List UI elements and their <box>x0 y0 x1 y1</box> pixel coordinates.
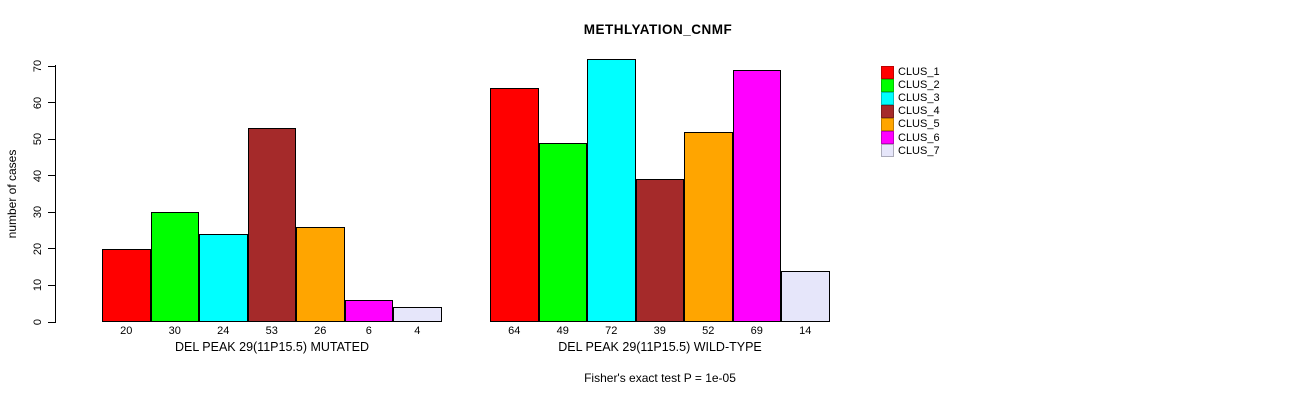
legend-label: CLUS_2 <box>898 79 940 92</box>
bar-value-label: 30 <box>168 325 181 337</box>
bar-value-label: 14 <box>799 325 812 337</box>
y-tick-label: 40 <box>32 169 44 182</box>
bar-clus_3 <box>199 234 248 322</box>
y-axis-line <box>55 65 56 323</box>
bar-clus_2 <box>150 212 199 322</box>
y-tick-mark <box>48 321 55 323</box>
chart-title: METHLYATION_CNMF <box>583 22 733 37</box>
y-tick-mark <box>48 284 55 286</box>
bar-value-label: 26 <box>314 325 327 337</box>
bar-value-label: 72 <box>605 325 618 337</box>
legend-swatch <box>881 78 894 92</box>
bar-value-label: 6 <box>365 325 372 337</box>
bar-value-label: 69 <box>750 325 763 337</box>
bar-clus_1 <box>102 248 151 322</box>
x-axis-label-wild-type: DEL PEAK 29(11P15.5) WILD-TYPE <box>558 340 762 354</box>
y-tick-label: 70 <box>32 59 44 73</box>
y-tick-label: 60 <box>32 96 44 109</box>
legend-swatch <box>881 144 894 158</box>
bar-clus_3 <box>587 58 636 322</box>
y-tick-mark <box>48 248 55 250</box>
legend-swatch <box>881 117 894 131</box>
bar-clus_7 <box>781 270 830 322</box>
bar-clus_1 <box>490 87 539 322</box>
y-tick-mark <box>48 175 55 177</box>
bar-clus_7 <box>393 307 442 322</box>
legend-label: CLUS_1 <box>898 66 940 78</box>
y-tick-label: 0 <box>32 318 44 326</box>
bar-value-label: 52 <box>702 325 715 337</box>
bar-value-label: 24 <box>217 325 230 337</box>
y-tick-label: 10 <box>32 279 44 292</box>
y-tick-mark <box>48 211 55 213</box>
y-tick-label: 30 <box>32 206 44 219</box>
bar-value-label: 4 <box>414 325 421 337</box>
y-tick-mark <box>48 65 55 67</box>
bar-clus_4 <box>635 179 684 322</box>
legend-label: CLUS_5 <box>898 118 940 131</box>
bar-clus_5 <box>684 131 733 322</box>
bar-clus_5 <box>296 226 345 322</box>
y-tick-label: 50 <box>32 133 44 146</box>
bar-clus_2 <box>538 142 587 322</box>
bar-clus_6 <box>344 300 393 322</box>
x-axis-label-mutated: DEL PEAK 29(11P15.5) MUTATED <box>174 340 370 354</box>
legend-label: CLUS_4 <box>898 105 940 118</box>
legend-swatch <box>881 65 894 79</box>
bar-value-label: 49 <box>556 325 569 337</box>
bar-value-label: 53 <box>265 325 278 337</box>
bar-value-label: 20 <box>120 325 133 337</box>
legend-label: CLUS_3 <box>898 92 940 105</box>
legend-label: CLUS_6 <box>898 131 940 144</box>
bar-value-label: 64 <box>508 325 521 337</box>
legend-label: CLUS_7 <box>898 144 940 157</box>
bar-clus_6 <box>732 69 781 322</box>
legend-swatch <box>881 91 894 105</box>
legend-swatch <box>881 131 894 144</box>
legend-swatch <box>881 104 894 118</box>
y-tick-mark <box>48 102 55 104</box>
footer-note: Fisher's exact test P = 1e-05 <box>584 371 736 385</box>
y-tick-label: 20 <box>32 242 44 255</box>
bar-clus_4 <box>247 128 296 322</box>
y-axis-label: number of cases <box>5 149 19 239</box>
bar-value-label: 39 <box>653 325 666 337</box>
y-tick-mark <box>48 138 55 140</box>
